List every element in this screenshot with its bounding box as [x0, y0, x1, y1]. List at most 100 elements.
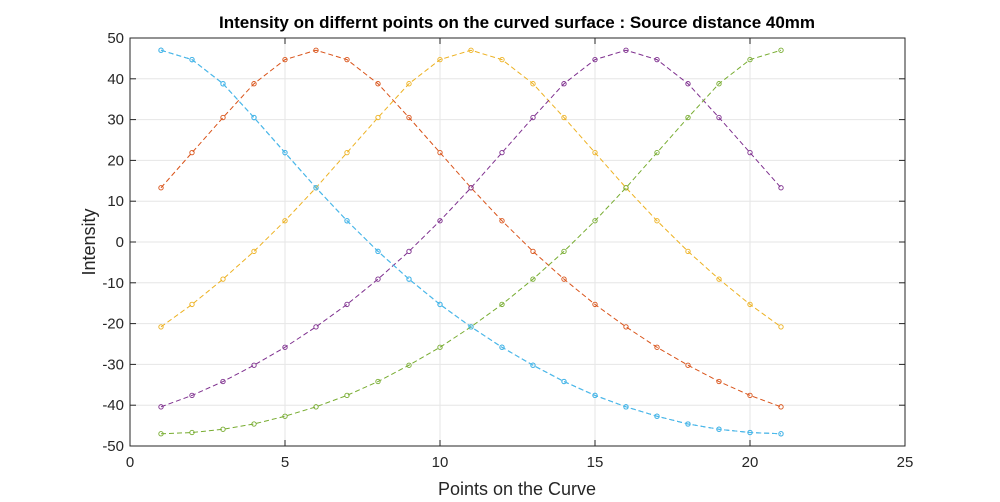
y-axis-label: Intensity [79, 208, 99, 275]
data-point [468, 324, 474, 330]
data-point [592, 301, 598, 308]
data-point [158, 47, 164, 53]
data-point [344, 392, 350, 399]
data-point [592, 392, 598, 399]
data-point [220, 276, 226, 282]
data-point [282, 413, 288, 419]
data-point [251, 114, 257, 121]
data-point [623, 47, 629, 53]
data-point [747, 56, 753, 63]
data-point [747, 301, 753, 308]
data-point [313, 324, 319, 330]
y-tick-label: 20 [107, 152, 124, 169]
data-point [437, 218, 443, 224]
data-point [685, 362, 691, 368]
series-6-line [160, 49, 782, 435]
data-point [623, 404, 629, 410]
data-point [158, 404, 164, 410]
x-tick-label: 5 [281, 454, 289, 471]
data-point [344, 56, 350, 63]
y-tick-label: -10 [102, 275, 124, 292]
data-point [375, 378, 381, 385]
data-point [530, 248, 536, 255]
data-point [592, 218, 598, 224]
data-point [344, 149, 350, 156]
data-point [592, 56, 598, 63]
data-point [778, 47, 784, 53]
data-point [654, 218, 660, 224]
data-point [716, 81, 722, 87]
data-point [437, 301, 443, 308]
plot-series [158, 47, 784, 437]
data-point [592, 149, 598, 156]
x-tick-label: 20 [742, 454, 759, 471]
data-point [282, 149, 288, 156]
data-point [716, 426, 722, 432]
data-point [189, 392, 195, 399]
y-tick-label: -50 [102, 438, 124, 455]
data-point [468, 47, 474, 53]
data-point [189, 56, 195, 63]
series-3-line [160, 49, 782, 328]
data-point [220, 426, 226, 432]
data-point [530, 114, 536, 121]
chart-title: Intensity on differnt points on the curv… [219, 13, 815, 32]
data-point [530, 81, 536, 87]
data-point [716, 378, 722, 385]
data-point [654, 149, 660, 156]
data-point [375, 276, 381, 282]
y-tick-label: 10 [107, 193, 124, 210]
y-tick-label: -40 [102, 397, 124, 414]
axis-ticks: 0 5 10 15 20 25 50 40 30 20 10 0 -10 -20 -30 -40 -50 [102, 30, 913, 471]
data-point [282, 344, 288, 350]
data-point [313, 404, 319, 410]
data-point [437, 56, 443, 63]
y-tick-label: 30 [107, 112, 124, 129]
x-tick-label: 10 [432, 454, 449, 471]
data-point [561, 378, 567, 385]
data-point [685, 421, 691, 427]
data-point [499, 149, 505, 156]
data-point [747, 149, 753, 156]
data-point [406, 362, 412, 368]
y-tick-label: 0 [116, 234, 124, 251]
data-point [344, 218, 350, 224]
data-point [654, 56, 660, 63]
data-point [313, 185, 319, 191]
data-point [189, 301, 195, 308]
data-point [499, 344, 505, 350]
data-point [778, 324, 784, 330]
series-3 [158, 47, 784, 330]
data-point [654, 344, 660, 350]
data-point [499, 56, 505, 63]
data-point [623, 324, 629, 330]
data-point [375, 81, 381, 87]
y-tick-label: 50 [107, 30, 124, 47]
data-point [406, 248, 412, 255]
data-point [313, 47, 319, 53]
y-tick-label: -30 [102, 356, 124, 373]
x-tick-label: 25 [897, 454, 914, 471]
data-point [375, 114, 381, 121]
data-point [437, 344, 443, 350]
data-point [406, 276, 412, 282]
data-point [282, 218, 288, 224]
data-point [747, 429, 753, 436]
data-point [437, 149, 443, 156]
data-point [778, 185, 784, 191]
data-point [499, 218, 505, 224]
data-point [406, 81, 412, 87]
data-point [561, 248, 567, 255]
data-point [468, 185, 474, 191]
data-point [685, 248, 691, 255]
data-point [189, 149, 195, 156]
data-point [158, 431, 164, 437]
data-point [623, 185, 629, 191]
data-point [406, 114, 412, 121]
data-point [251, 81, 257, 87]
data-point [747, 392, 753, 399]
data-point [778, 431, 784, 437]
x-tick-label: 0 [126, 454, 134, 471]
data-point [561, 114, 567, 121]
